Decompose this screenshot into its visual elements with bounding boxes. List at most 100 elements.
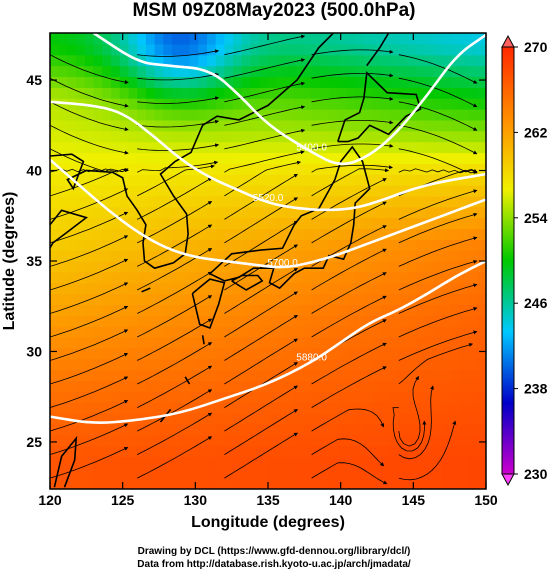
heatmap-cell — [320, 65, 330, 78]
y-tick-label: 30 — [26, 343, 42, 359]
heatmap-cell — [172, 445, 182, 458]
heatmap-cell — [84, 413, 95, 425]
heatmap-cell — [84, 119, 95, 132]
heatmap-cell — [302, 185, 313, 197]
heatmap-cell — [58, 304, 69, 316]
heatmap-cell — [128, 185, 138, 197]
heatmap-cell — [355, 76, 365, 88]
heatmap-cell — [259, 271, 269, 284]
heatmap-cell — [215, 413, 225, 425]
heatmap-cell — [442, 109, 452, 121]
heatmap-cell — [137, 282, 147, 295]
heatmap-cell — [67, 358, 77, 371]
heatmap-cell — [215, 163, 225, 175]
heatmap-cell — [215, 152, 225, 164]
heatmap-cell — [93, 456, 103, 468]
heatmap-cell — [259, 478, 269, 489]
heatmap-cell — [180, 434, 191, 447]
heatmap-cell — [241, 347, 252, 360]
heatmap-cell — [163, 282, 173, 295]
heatmap-cell — [180, 43, 191, 56]
heatmap-cell — [180, 141, 191, 154]
heatmap-cell — [67, 391, 77, 403]
heatmap-cell — [180, 402, 191, 414]
heatmap-cell — [172, 358, 182, 371]
heatmap-cell — [363, 358, 374, 371]
heatmap-cell — [355, 250, 365, 262]
heatmap-cell — [93, 445, 103, 458]
streamline — [50, 77, 129, 108]
heatmap-cell — [198, 434, 208, 447]
heatmap-cell — [398, 250, 409, 262]
heatmap-cell — [363, 456, 374, 468]
heatmap-cell — [294, 152, 304, 164]
heatmap-cell — [215, 87, 225, 99]
heatmap-cell — [250, 315, 260, 327]
heatmap-cell — [93, 391, 103, 403]
heatmap-cell — [442, 358, 452, 371]
heatmap-cell — [302, 43, 313, 56]
heatmap-cell — [259, 33, 269, 45]
heatmap-cell — [241, 54, 252, 67]
heatmap-cell — [145, 109, 156, 121]
heatmap-cell — [355, 358, 365, 371]
heatmap-cell — [67, 130, 77, 143]
heatmap-cell — [145, 467, 156, 479]
heatmap-cell — [477, 282, 486, 295]
heatmap-cell — [137, 261, 147, 273]
heatmap-cell — [198, 33, 208, 45]
heatmap-cell — [180, 380, 191, 392]
heatmap-cell — [355, 315, 365, 327]
streamline — [224, 34, 306, 56]
heatmap-cell — [451, 228, 461, 240]
heatmap-cell — [468, 380, 478, 392]
heatmap-cell — [128, 445, 138, 458]
heatmap-cell — [329, 43, 339, 56]
heatmap-cell — [355, 65, 365, 78]
heatmap-cell — [163, 423, 173, 436]
streamline — [137, 160, 219, 173]
heatmap-cell — [102, 413, 112, 425]
heatmap-cell — [163, 130, 173, 143]
heatmap-cell — [329, 358, 339, 371]
heatmap-cell — [468, 130, 478, 143]
heatmap-cell — [320, 130, 330, 143]
heatmap-cell — [93, 76, 103, 88]
heatmap-cell — [329, 119, 339, 132]
heatmap-cell — [424, 380, 435, 392]
heatmap-cell — [241, 434, 252, 447]
heatmap-cell — [180, 478, 191, 489]
heatmap-cell — [398, 413, 409, 425]
heatmap-cell — [206, 467, 217, 479]
heatmap-cell — [67, 337, 77, 349]
coastline — [191, 278, 226, 330]
heatmap-cell — [311, 65, 321, 78]
heatmap-cell — [111, 185, 121, 197]
heatmap-cell — [355, 304, 365, 316]
heatmap-cell — [145, 337, 156, 349]
heatmap-cell — [67, 402, 77, 414]
heatmap-cell — [337, 43, 348, 56]
heatmap-cell — [346, 413, 356, 425]
heatmap-cell — [390, 119, 400, 132]
heatmap-cell — [67, 271, 77, 284]
heatmap-cell — [329, 185, 339, 197]
heatmap-cell — [398, 98, 409, 110]
heatmap-cell — [407, 293, 417, 306]
heatmap-cell — [58, 43, 69, 56]
heatmap-cell — [259, 293, 269, 306]
streamline — [137, 412, 213, 455]
heatmap-cell — [276, 282, 287, 295]
heatmap-cell — [416, 43, 426, 56]
heatmap-cell — [355, 380, 365, 392]
heatmap-cell — [468, 369, 478, 382]
heatmap-cell — [128, 271, 138, 284]
heatmap-cell — [250, 217, 260, 230]
heatmap-cell — [50, 87, 60, 99]
heatmap-cell — [294, 43, 304, 56]
heatmap-cell — [433, 467, 443, 479]
heatmap-cell — [241, 109, 252, 121]
heatmap-cell — [84, 423, 95, 436]
heatmap-cell — [224, 33, 234, 45]
heatmap-cell — [477, 304, 486, 316]
